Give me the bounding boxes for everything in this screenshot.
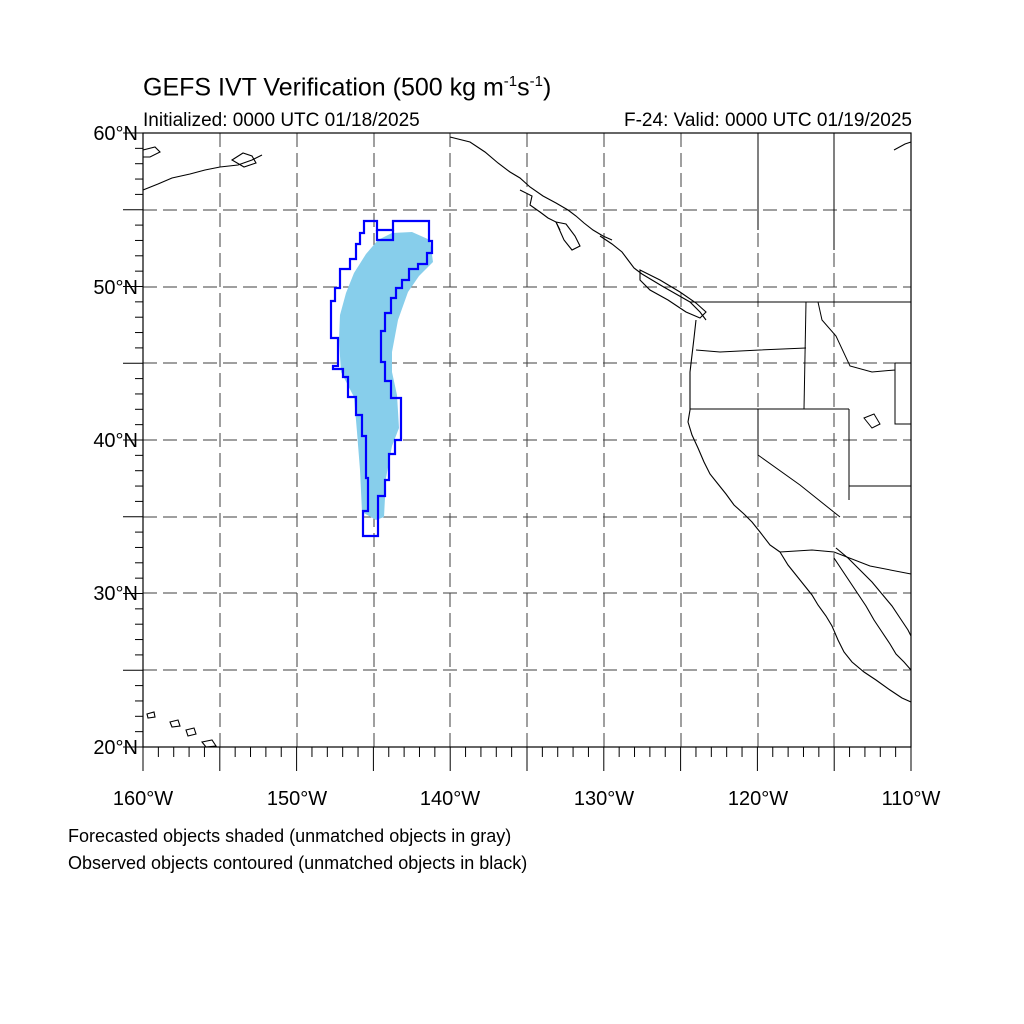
valid-time: F-24: Valid: 0000 UTC 01/19/2025: [624, 110, 912, 131]
hawaii-big-island: [201, 739, 217, 748]
baja-east-coast: [833, 557, 912, 671]
observed-ivt-object: [329, 219, 434, 538]
axis-ticks: [123, 132, 912, 771]
baja-west-coast: [779, 551, 912, 703]
hawaii-oahu: [169, 719, 181, 728]
lat-labels: 20°N 30°N 40°N 50°N 60°N: [93, 123, 138, 759]
kodiak-island: [230, 152, 257, 168]
id-border: [803, 301, 807, 410]
initialized-time: Initialized: 0000 UTC 01/18/2025: [143, 110, 420, 131]
great-salt-lake: [863, 413, 881, 429]
lon-labels: 160°W 150°W 140°W 130°W 120°W 110°W: [113, 788, 941, 810]
lat-label: 60°N: [93, 123, 138, 145]
alaska-coast-gulf: [449, 136, 613, 241]
political-boundaries: [690, 133, 912, 575]
map-title: GEFS IVT Verification (500 kg m-1s-1): [143, 73, 552, 102]
alaska-coast-west: [142, 154, 263, 191]
footer-forecast-note: Forecasted objects shaded (unmatched obj…: [68, 826, 512, 846]
us-mexico-border: [779, 549, 912, 575]
lon-label: 130°W: [574, 788, 634, 810]
ca-nv-border: [757, 409, 841, 518]
lon-label: 120°W: [728, 788, 788, 810]
alaska-peninsula-tip: [142, 146, 161, 158]
hawaii-maui: [185, 727, 197, 737]
observed-ivt-object-inner-edge: [375, 230, 395, 242]
mexico-mainland: [835, 547, 912, 637]
coastlines: [142, 136, 912, 748]
lat-label: 20°N: [93, 737, 138, 759]
alaska-east-coast-top: [893, 141, 912, 151]
wa-or-border: [695, 347, 807, 353]
lon-label: 140°W: [420, 788, 480, 810]
id-mt-border: [817, 301, 896, 373]
us-west-coast: [687, 319, 781, 553]
footer-observed-note: Observed objects contoured (unmatched ob…: [68, 853, 528, 873]
wy-border: [894, 362, 911, 425]
hawaii-kauai: [146, 711, 156, 719]
lon-label: 110°W: [882, 788, 941, 810]
lon-label: 160°W: [113, 788, 173, 810]
vancouver-island: [639, 269, 707, 319]
lat-label: 40°N: [93, 430, 138, 452]
lat-label: 50°N: [93, 277, 138, 299]
lat-label: 30°N: [93, 583, 138, 605]
lon-label: 150°W: [267, 788, 327, 810]
haida-gwaii: [555, 221, 581, 251]
graticule: [143, 133, 911, 747]
bc-coast: [599, 235, 707, 321]
